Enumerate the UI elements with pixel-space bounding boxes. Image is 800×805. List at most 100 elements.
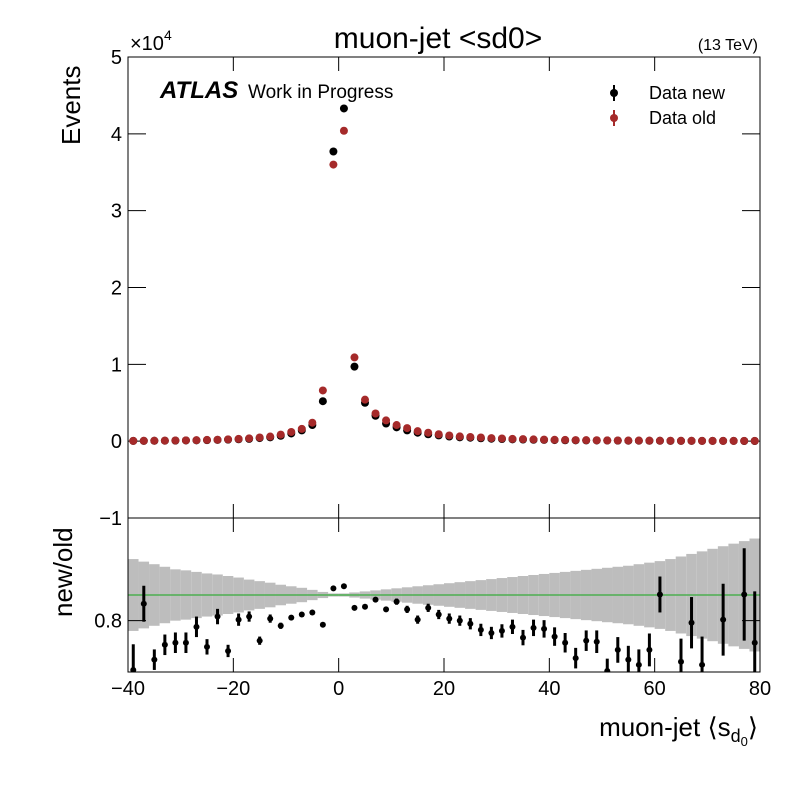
y-tick-label: 1 [111, 354, 122, 376]
data-point [297, 424, 306, 433]
data-point [318, 397, 327, 406]
data-point [508, 434, 517, 443]
data-point [687, 436, 696, 445]
legend-marker [610, 89, 618, 97]
ratio-point [656, 591, 663, 598]
x-label-main: muon-jet ⟨s [599, 712, 731, 742]
data-point [624, 436, 633, 445]
data-point [750, 436, 759, 445]
data-point [550, 435, 559, 444]
data-point [445, 431, 454, 440]
x-tick-label: 40 [538, 678, 560, 700]
ratio-point [393, 598, 400, 605]
data-point [371, 409, 380, 418]
data-point [719, 436, 728, 445]
data-point [318, 386, 327, 395]
x-label-end: ⟩ [748, 712, 758, 742]
data-point [266, 432, 275, 441]
data-point [634, 436, 643, 445]
y-axis-label: Events [56, 66, 86, 146]
x-tick-label: 80 [749, 678, 771, 700]
ratio-point [182, 639, 189, 646]
data-point [150, 436, 159, 445]
data-point [540, 435, 549, 444]
ratio-point [330, 585, 337, 592]
ratio-point [267, 615, 274, 622]
ratio-point [172, 639, 179, 646]
x-tick-label: −20 [216, 678, 250, 700]
ratio-point [204, 643, 210, 650]
multiplier-exp: 4 [164, 27, 172, 43]
ratio-point [572, 655, 579, 662]
y-tick-label: 2 [111, 278, 122, 300]
ratio-point [688, 619, 695, 626]
y-tick-label: 0 [111, 431, 122, 453]
chart-title: muon-jet <sd0> [334, 22, 542, 55]
ratio-point [130, 666, 137, 672]
ratio-point [161, 641, 168, 648]
data-point [329, 160, 338, 169]
data-point [181, 436, 190, 445]
ratio-plot [128, 538, 760, 672]
data-point [434, 430, 443, 439]
data-point [224, 435, 233, 444]
data-point [361, 395, 369, 404]
x-tick-label: −40 [111, 678, 145, 700]
ratio-point [741, 591, 748, 598]
data-point [645, 436, 654, 445]
data-point [203, 435, 211, 444]
ratio-point [288, 614, 295, 621]
data-point [666, 436, 675, 445]
data-point [329, 147, 338, 156]
data-point [171, 436, 180, 445]
data-point [308, 418, 317, 427]
ratio-point [498, 627, 505, 634]
ratio-point [351, 604, 358, 611]
data-point [339, 126, 348, 135]
ratio-point [635, 661, 642, 668]
data-point [234, 434, 243, 443]
x-tick-label: 0 [333, 678, 344, 700]
data-point [603, 436, 612, 445]
y-tick-label: 5 [111, 47, 122, 69]
data-point [613, 436, 622, 445]
ratio-point [699, 661, 706, 668]
x-tick-label: 20 [433, 678, 455, 700]
data-point [382, 416, 391, 425]
ratio-point [140, 600, 147, 607]
ratio-point [225, 647, 232, 654]
data-point [561, 435, 570, 444]
data-point [592, 436, 601, 445]
multiplier-base: ×10 [130, 33, 164, 55]
ratio-point [404, 606, 411, 613]
data-point [529, 435, 538, 444]
ratio-point [625, 656, 632, 663]
ratio-point [562, 639, 569, 646]
data-point [255, 433, 264, 442]
data-point [497, 434, 506, 443]
ratio-point [193, 623, 200, 630]
data-point [571, 436, 580, 445]
ratio-point [593, 638, 600, 645]
data-point [139, 436, 148, 445]
data-point [582, 436, 591, 445]
ratio-point [541, 625, 548, 632]
data-point [350, 353, 359, 362]
ratio-y-axis-label: new/old [48, 527, 78, 617]
data-point [350, 362, 359, 371]
ratio-point [298, 611, 305, 618]
data-point [339, 104, 348, 113]
ratio-point [340, 583, 347, 590]
ratio-point [214, 613, 221, 620]
ratio-point [604, 667, 611, 672]
data-point [729, 436, 738, 445]
ratio-point [309, 609, 316, 616]
ratio-point [720, 616, 727, 623]
ratio-point [414, 616, 421, 623]
data-point [740, 436, 749, 445]
x-label-subsub: 0 [741, 734, 748, 749]
y-tick-label: −1 [99, 508, 122, 530]
ratio-point [246, 613, 253, 620]
legend-marker [610, 114, 618, 122]
ratio-point [277, 622, 284, 629]
